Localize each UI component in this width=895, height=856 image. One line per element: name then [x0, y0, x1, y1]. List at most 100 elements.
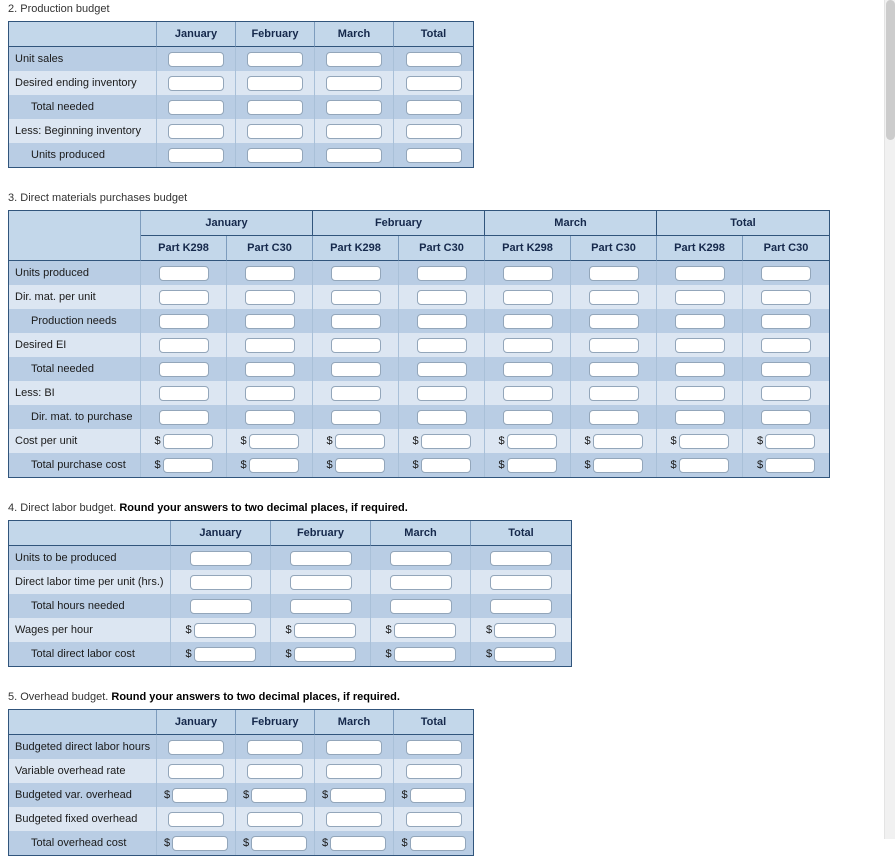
budget-input[interactable] [189, 598, 252, 614]
budget-input[interactable] [494, 622, 557, 638]
budget-input[interactable] [168, 763, 224, 779]
budget-input[interactable] [494, 646, 557, 662]
budget-input[interactable] [158, 313, 209, 329]
budget-input[interactable] [247, 123, 303, 139]
budget-input[interactable] [330, 787, 387, 803]
budget-input[interactable] [251, 787, 308, 803]
budget-input[interactable] [172, 787, 229, 803]
budget-input[interactable] [326, 147, 382, 163]
budget-input[interactable] [168, 123, 224, 139]
budget-input[interactable] [405, 51, 462, 67]
budget-input[interactable] [326, 123, 382, 139]
budget-input[interactable] [168, 147, 224, 163]
budget-input[interactable] [389, 598, 452, 614]
budget-input[interactable] [405, 763, 462, 779]
budget-input[interactable] [588, 289, 639, 305]
budget-input[interactable] [158, 361, 209, 377]
budget-input[interactable] [416, 289, 467, 305]
budget-input[interactable] [502, 409, 553, 425]
budget-input[interactable] [409, 787, 466, 803]
budget-input[interactable] [247, 763, 303, 779]
budget-input[interactable] [289, 574, 352, 590]
budget-input[interactable] [162, 457, 213, 473]
budget-input[interactable] [244, 337, 295, 353]
budget-input[interactable] [761, 289, 811, 305]
budget-input[interactable] [405, 739, 462, 755]
scrollbar-thumb[interactable] [886, 0, 895, 140]
budget-input[interactable] [244, 409, 295, 425]
budget-input[interactable] [293, 646, 356, 662]
budget-input[interactable] [416, 409, 467, 425]
budget-input[interactable] [592, 433, 643, 449]
budget-input[interactable] [765, 433, 816, 449]
budget-input[interactable] [502, 361, 553, 377]
budget-input[interactable] [502, 313, 553, 329]
budget-input[interactable] [330, 313, 381, 329]
budget-input[interactable] [330, 289, 381, 305]
budget-input[interactable] [247, 811, 303, 827]
budget-input[interactable] [502, 289, 553, 305]
budget-input[interactable] [405, 123, 462, 139]
budget-input[interactable] [502, 337, 553, 353]
budget-input[interactable] [334, 433, 385, 449]
budget-input[interactable] [490, 598, 552, 614]
budget-input[interactable] [289, 550, 352, 566]
budget-input[interactable] [674, 265, 725, 281]
budget-input[interactable] [189, 550, 252, 566]
budget-input[interactable] [158, 265, 209, 281]
budget-input[interactable] [168, 75, 224, 91]
budget-input[interactable] [168, 99, 224, 115]
budget-input[interactable] [247, 147, 303, 163]
budget-input[interactable] [326, 811, 382, 827]
budget-input[interactable] [244, 313, 295, 329]
budget-input[interactable] [326, 75, 382, 91]
budget-input[interactable] [330, 409, 381, 425]
budget-input[interactable] [490, 550, 552, 566]
budget-input[interactable] [289, 598, 352, 614]
budget-input[interactable] [674, 361, 725, 377]
budget-input[interactable] [674, 409, 725, 425]
budget-input[interactable] [420, 433, 471, 449]
budget-input[interactable] [761, 409, 811, 425]
budget-input[interactable] [416, 265, 467, 281]
budget-input[interactable] [244, 385, 295, 401]
vertical-scrollbar[interactable] [884, 0, 895, 839]
budget-input[interactable] [158, 337, 209, 353]
budget-input[interactable] [158, 289, 209, 305]
budget-input[interactable] [326, 763, 382, 779]
budget-input[interactable] [678, 433, 729, 449]
budget-input[interactable] [588, 265, 639, 281]
budget-input[interactable] [592, 457, 643, 473]
budget-input[interactable] [330, 361, 381, 377]
budget-input[interactable] [330, 265, 381, 281]
budget-input[interactable] [330, 385, 381, 401]
budget-input[interactable] [193, 646, 256, 662]
budget-input[interactable] [678, 457, 729, 473]
budget-input[interactable] [502, 385, 553, 401]
budget-input[interactable] [293, 622, 356, 638]
budget-input[interactable] [248, 457, 299, 473]
budget-input[interactable] [674, 337, 725, 353]
budget-input[interactable] [168, 739, 224, 755]
budget-input[interactable] [158, 409, 209, 425]
budget-input[interactable] [506, 457, 557, 473]
budget-input[interactable] [490, 574, 552, 590]
budget-input[interactable] [248, 433, 299, 449]
budget-input[interactable] [761, 361, 811, 377]
budget-input[interactable] [405, 75, 462, 91]
budget-input[interactable] [389, 574, 452, 590]
budget-input[interactable] [588, 409, 639, 425]
budget-input[interactable] [765, 457, 816, 473]
budget-input[interactable] [761, 265, 811, 281]
budget-input[interactable] [247, 51, 303, 67]
budget-input[interactable] [588, 385, 639, 401]
budget-input[interactable] [416, 361, 467, 377]
budget-input[interactable] [330, 337, 381, 353]
budget-input[interactable] [420, 457, 471, 473]
budget-input[interactable] [405, 99, 462, 115]
budget-input[interactable] [193, 622, 256, 638]
budget-input[interactable] [247, 739, 303, 755]
budget-input[interactable] [416, 385, 467, 401]
budget-input[interactable] [330, 835, 387, 851]
budget-input[interactable] [326, 99, 382, 115]
